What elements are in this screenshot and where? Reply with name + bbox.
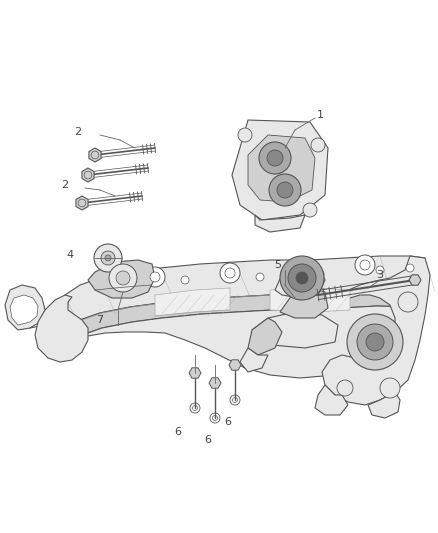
Polygon shape [248,135,315,202]
Polygon shape [155,288,230,316]
Polygon shape [5,285,45,330]
Circle shape [145,267,165,287]
Polygon shape [68,306,415,378]
Circle shape [101,251,115,265]
Circle shape [94,244,122,272]
Circle shape [360,260,370,270]
Circle shape [355,255,375,275]
Circle shape [311,138,325,152]
Circle shape [380,378,400,398]
Circle shape [225,268,235,278]
Circle shape [238,128,252,142]
Polygon shape [409,275,421,285]
Circle shape [280,256,324,300]
Circle shape [347,314,403,370]
Polygon shape [82,168,94,182]
Polygon shape [322,256,430,405]
Text: 5: 5 [275,260,282,270]
Circle shape [296,272,308,284]
Text: 6: 6 [174,427,181,437]
Polygon shape [270,288,350,312]
Circle shape [150,272,160,282]
Circle shape [303,203,317,217]
Circle shape [398,292,418,312]
Polygon shape [315,385,348,415]
Circle shape [256,273,264,281]
Polygon shape [255,215,305,232]
Text: 6: 6 [225,417,232,427]
Polygon shape [65,291,422,345]
Polygon shape [275,260,325,298]
Polygon shape [35,295,88,362]
Circle shape [269,174,301,206]
Polygon shape [280,288,328,318]
Polygon shape [189,368,201,378]
Polygon shape [248,318,282,355]
Text: 1: 1 [317,110,324,120]
Polygon shape [10,295,38,325]
Polygon shape [229,360,241,370]
Circle shape [109,264,137,292]
Circle shape [116,271,130,285]
Polygon shape [252,312,338,348]
Polygon shape [89,148,101,162]
Circle shape [220,263,240,283]
Text: 6: 6 [205,435,212,445]
Text: 2: 2 [61,180,69,190]
Text: 2: 2 [74,127,81,137]
Polygon shape [368,392,400,418]
Text: 4: 4 [67,250,74,260]
Circle shape [116,279,124,287]
Polygon shape [209,378,221,388]
Polygon shape [65,256,425,330]
Polygon shape [232,120,328,220]
Circle shape [181,276,189,284]
Circle shape [277,182,293,198]
Circle shape [300,264,310,274]
Circle shape [406,264,414,272]
Circle shape [295,259,315,279]
Circle shape [366,333,384,351]
Text: 3: 3 [377,270,384,280]
Circle shape [288,264,316,292]
Polygon shape [240,348,268,372]
Circle shape [376,266,384,274]
Polygon shape [76,196,88,210]
Circle shape [105,255,111,261]
Circle shape [337,380,353,396]
Text: 7: 7 [96,315,103,325]
Polygon shape [88,260,155,298]
Circle shape [316,270,324,278]
Circle shape [267,150,283,166]
Circle shape [357,324,393,360]
Circle shape [259,142,291,174]
